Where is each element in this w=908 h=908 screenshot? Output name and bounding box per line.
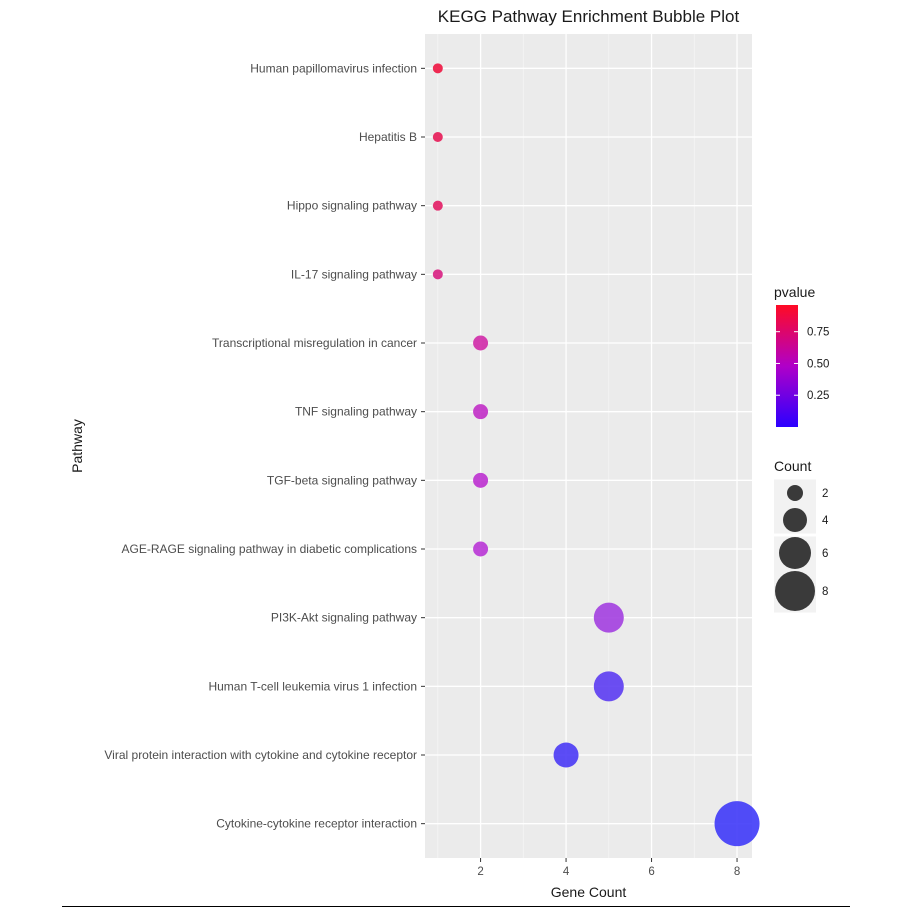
y-tick-label: PI3K-Akt signaling pathway [271,611,417,625]
y-tick-label: TNF signaling pathway [295,405,417,419]
y-axis-title: Pathway [69,419,85,473]
bubble [553,742,579,768]
count-key-circle [787,485,803,501]
plot-panel [425,34,752,858]
bubble [432,63,443,74]
colorbar-tick-label: 0.75 [807,327,829,339]
pvalue-colorbar [776,305,798,427]
bubble [432,200,443,211]
y-tick-label: Human papillomavirus infection [250,61,417,75]
count-key-circle [779,537,811,569]
bubble [593,671,624,702]
y-tick-label: IL-17 signaling pathway [291,267,417,281]
colorbar-tick-label: 0.50 [807,358,829,370]
x-tick-label: 6 [648,866,654,878]
x-tick-label: 4 [563,866,570,878]
x-tick-label: 2 [477,866,483,878]
bubble [593,602,624,633]
bubble [432,132,443,142]
chart-title: KEGG Pathway Enrichment Bubble Plot [438,7,740,26]
y-tick-label: Hippo signaling pathway [287,199,417,213]
count-key-label: 6 [822,548,828,560]
bubble [473,541,489,557]
y-tick-label: Viral protein interaction with cytokine … [104,748,417,762]
y-tick-label: Transcriptional misregulation in cancer [212,336,417,350]
count-key-circle [775,571,815,611]
count-legend-title: Count [774,458,811,474]
pvalue-legend-title: pvalue [774,284,815,300]
count-key-circle [783,508,807,532]
bubble [473,335,489,351]
bubble [714,801,760,847]
colorbar-tick-label: 0.25 [807,390,829,402]
x-tick-label: 8 [734,866,740,878]
count-key-label: 4 [822,515,829,527]
y-tick-label: Hepatitis B [359,130,417,144]
x-axis-title: Gene Count [551,884,627,900]
bottom-rule [62,906,850,907]
y-tick-label: AGE-RAGE signaling pathway in diabetic c… [122,542,417,556]
y-tick-label: Human T-cell leukemia virus 1 infection [208,679,417,693]
count-key-label: 8 [822,586,828,598]
y-tick-label: TGF-beta signaling pathway [267,473,417,487]
count-key-label: 2 [822,488,828,500]
bubble [432,269,443,280]
y-tick-label: Cytokine-cytokine receptor interaction [216,817,417,831]
bubble [473,472,489,488]
bubble [473,404,489,420]
